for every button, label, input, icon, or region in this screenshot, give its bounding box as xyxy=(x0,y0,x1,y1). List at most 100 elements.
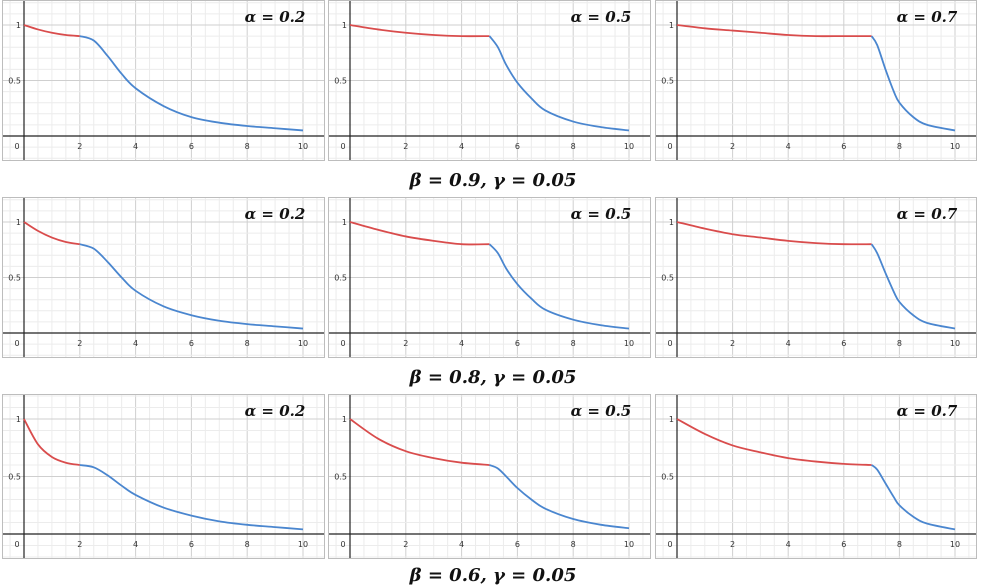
series-line-phase2 xyxy=(870,243,956,330)
x-tick-label: 0 xyxy=(667,142,672,151)
y-tick-label: 1 xyxy=(16,415,21,424)
x-tick-label: 2 xyxy=(77,339,82,348)
chart-title: α = 0.7 xyxy=(897,8,958,26)
grid xyxy=(3,1,324,160)
row-caption-3: β = 0.6, γ = 0.05 xyxy=(409,565,577,586)
x-tick-label: 8 xyxy=(571,540,576,549)
chart-panel: 0 2 4 6 8 10 0.5 1 α = 0.7 xyxy=(655,197,977,358)
row-caption-2: β = 0.8, γ = 0.05 xyxy=(409,367,577,388)
series-line-phase1 xyxy=(676,221,872,246)
chart-title: α = 0.2 xyxy=(245,8,306,26)
y-tick-label: 0.5 xyxy=(8,77,21,86)
x-tick-label: 2 xyxy=(403,142,408,151)
x-tick-label: 4 xyxy=(786,339,791,348)
y-tick-label: 0.5 xyxy=(661,274,674,283)
x-tick-label: 4 xyxy=(133,339,138,348)
series-line-phase1 xyxy=(23,418,80,466)
grid xyxy=(3,395,324,558)
x-tick-label: 6 xyxy=(841,540,846,549)
chart-panel: 0 2 4 6 8 10 0.5 1 α = 0.2 xyxy=(2,0,325,161)
series-line-phase2 xyxy=(489,464,630,530)
grid xyxy=(656,395,976,558)
series-line-phase2 xyxy=(488,35,630,132)
chart-panel: 0 2 4 6 8 10 0.5 1 α = 0.7 xyxy=(655,394,977,559)
x-tick-label: 6 xyxy=(189,142,194,151)
series-line-phase1 xyxy=(349,24,490,38)
y-tick-label: 1 xyxy=(342,21,347,30)
series-line-phase2 xyxy=(79,464,304,531)
chart-svg: 0 2 4 6 8 10 0.5 1 α = 0.2 xyxy=(2,0,325,161)
series-line-phase1 xyxy=(676,418,872,466)
x-tick-label: 0 xyxy=(14,142,19,151)
x-tick-label: 2 xyxy=(730,142,735,151)
x-tick-label: 6 xyxy=(189,339,194,348)
x-tick-label: 0 xyxy=(667,540,672,549)
series-line-phase2 xyxy=(870,35,956,132)
series-line-phase1 xyxy=(349,418,490,466)
chart-svg: 0 2 4 6 8 10 0.5 1 α = 0.7 xyxy=(655,197,977,358)
y-tick-label: 1 xyxy=(16,218,21,227)
x-tick-label: 4 xyxy=(459,142,464,151)
x-tick-label: 0 xyxy=(667,339,672,348)
grid xyxy=(329,1,650,160)
y-tick-label: 1 xyxy=(342,218,347,227)
chart-svg: 0 2 4 6 8 10 0.5 1 α = 0.7 xyxy=(655,0,977,161)
chart-title: α = 0.5 xyxy=(571,8,632,26)
row-caption-1: β = 0.9, γ = 0.05 xyxy=(409,170,577,191)
series-line-phase2 xyxy=(488,243,630,330)
x-tick-label: 8 xyxy=(571,142,576,151)
x-tick-label: 0 xyxy=(14,339,19,348)
x-tick-label: 4 xyxy=(459,540,464,549)
chart-title: α = 0.2 xyxy=(245,205,306,223)
x-tick-label: 8 xyxy=(897,339,902,348)
series-line-phase2 xyxy=(79,243,304,330)
x-tick-label: 6 xyxy=(189,540,194,549)
series-line-phase1 xyxy=(676,24,872,38)
series-line-phase1 xyxy=(23,24,80,37)
x-tick-label: 4 xyxy=(786,540,791,549)
x-tick-label: 0 xyxy=(340,142,345,151)
x-tick-label: 10 xyxy=(298,339,308,348)
y-tick-label: 1 xyxy=(342,415,347,424)
x-tick-label: 0 xyxy=(340,339,345,348)
chart-svg: 0 2 4 6 8 10 0.5 1 α = 0.5 xyxy=(328,0,651,161)
x-tick-label: 2 xyxy=(403,540,408,549)
y-tick-label: 1 xyxy=(669,415,674,424)
chart-svg: 0 2 4 6 8 10 0.5 1 α = 0.2 xyxy=(2,394,325,559)
y-tick-label: 0.5 xyxy=(661,473,674,482)
x-tick-label: 6 xyxy=(515,540,520,549)
grid xyxy=(656,1,976,160)
chart-panel: 0 2 4 6 8 10 0.5 1 α = 0.2 xyxy=(2,197,325,358)
chart-title: α = 0.5 xyxy=(571,402,632,420)
x-tick-label: 4 xyxy=(786,142,791,151)
x-tick-label: 2 xyxy=(730,540,735,549)
x-tick-label: 0 xyxy=(340,540,345,549)
x-tick-label: 6 xyxy=(515,339,520,348)
chart-title: α = 0.7 xyxy=(897,402,958,420)
y-tick-label: 1 xyxy=(669,21,674,30)
y-tick-label: 1 xyxy=(669,218,674,227)
x-tick-label: 8 xyxy=(897,142,902,151)
x-tick-label: 4 xyxy=(459,339,464,348)
chart-panel: 0 2 4 6 8 10 0.5 1 α = 0.2 xyxy=(2,394,325,559)
x-tick-label: 8 xyxy=(571,339,576,348)
series-line-phase1 xyxy=(349,221,490,246)
x-tick-label: 10 xyxy=(950,540,960,549)
series-line-phase2 xyxy=(871,464,956,531)
chart-title: α = 0.5 xyxy=(571,205,632,223)
x-tick-label: 2 xyxy=(77,142,82,151)
chart-svg: 0 2 4 6 8 10 0.5 1 α = 0.5 xyxy=(328,394,651,559)
x-tick-label: 6 xyxy=(841,142,846,151)
x-tick-label: 2 xyxy=(403,339,408,348)
x-tick-label: 6 xyxy=(515,142,520,151)
x-tick-label: 10 xyxy=(950,142,960,151)
y-tick-label: 0.5 xyxy=(334,274,347,283)
x-tick-label: 10 xyxy=(624,339,634,348)
x-tick-label: 2 xyxy=(730,339,735,348)
x-tick-label: 8 xyxy=(245,540,250,549)
y-tick-label: 1 xyxy=(16,21,21,30)
grid xyxy=(329,395,650,558)
x-tick-label: 4 xyxy=(133,540,138,549)
y-tick-label: 0.5 xyxy=(8,274,21,283)
chart-svg: 0 2 4 6 8 10 0.5 1 α = 0.7 xyxy=(655,394,977,559)
